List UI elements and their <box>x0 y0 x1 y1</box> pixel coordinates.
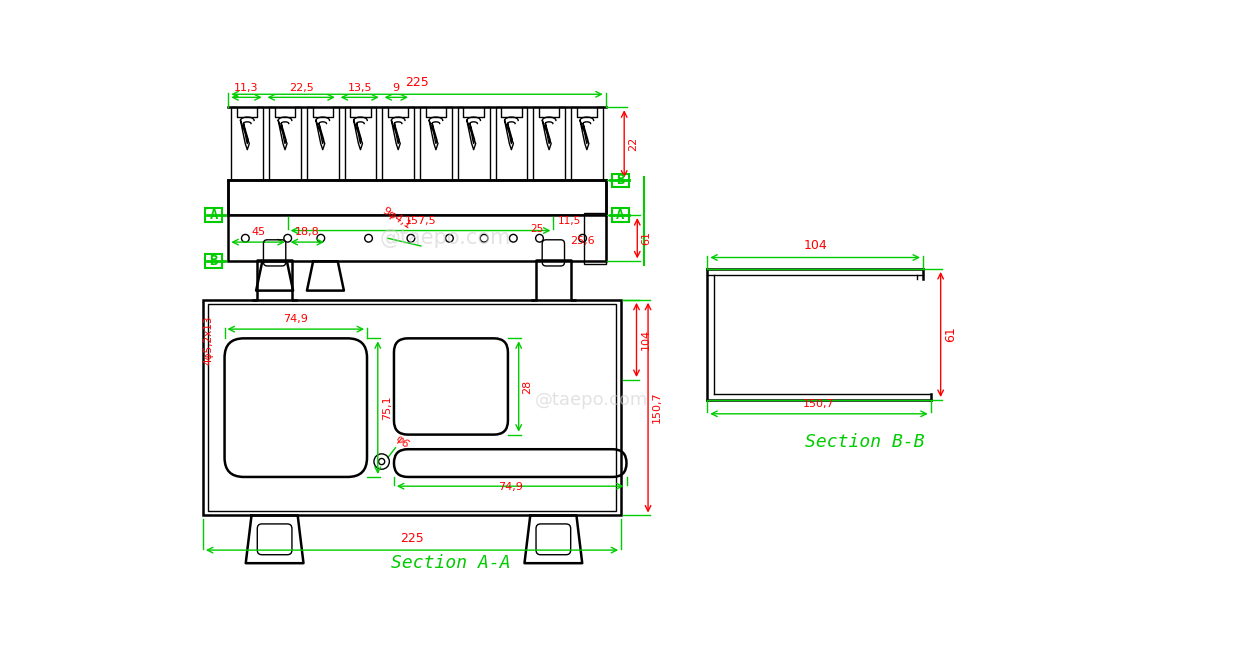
Text: A: A <box>209 208 218 222</box>
Text: 28: 28 <box>523 379 533 393</box>
Text: B: B <box>209 255 218 269</box>
Text: 225: 225 <box>406 76 428 89</box>
Text: Section B-B: Section B-B <box>805 433 925 452</box>
Text: 150,7: 150,7 <box>803 399 835 409</box>
Text: 150,7: 150,7 <box>651 392 662 423</box>
Bar <box>205 208 222 222</box>
Text: 25: 25 <box>530 224 543 234</box>
Bar <box>612 174 629 188</box>
Text: @taepo.com: @taepo.com <box>379 228 512 249</box>
Text: 225: 225 <box>401 532 423 545</box>
Text: 18,8: 18,8 <box>295 228 320 237</box>
Text: 11,5: 11,5 <box>558 216 581 226</box>
Text: 61: 61 <box>945 326 958 342</box>
Bar <box>228 180 606 215</box>
Text: 9φ4,1: 9φ4,1 <box>381 206 412 231</box>
Text: 74,9: 74,9 <box>284 314 309 324</box>
Text: 13,5: 13,5 <box>348 82 372 92</box>
Text: 22,5: 22,5 <box>289 82 314 92</box>
Bar <box>228 215 606 261</box>
Text: 9: 9 <box>393 82 399 92</box>
Text: 25,6: 25,6 <box>571 236 595 246</box>
Text: 11,3: 11,3 <box>234 82 258 92</box>
Text: @taepo.com: @taepo.com <box>536 391 649 409</box>
Text: 104: 104 <box>804 239 827 252</box>
Text: 104: 104 <box>640 330 650 350</box>
Text: φ6: φ6 <box>393 433 411 450</box>
Text: 22: 22 <box>627 137 638 151</box>
Text: 4φ5,2x13: 4φ5,2x13 <box>203 316 213 365</box>
Text: A: A <box>616 208 625 222</box>
Bar <box>208 304 616 511</box>
Bar <box>612 208 629 222</box>
Text: B: B <box>616 174 625 188</box>
Bar <box>205 255 222 268</box>
Text: 157,5: 157,5 <box>404 216 436 226</box>
Bar <box>585 213 606 264</box>
Text: 45: 45 <box>251 228 265 237</box>
Text: 75,1: 75,1 <box>382 395 392 420</box>
Bar <box>203 300 621 515</box>
Text: 74,9: 74,9 <box>498 482 523 492</box>
Text: 61: 61 <box>641 231 651 245</box>
Text: Section A-A: Section A-A <box>391 554 510 572</box>
